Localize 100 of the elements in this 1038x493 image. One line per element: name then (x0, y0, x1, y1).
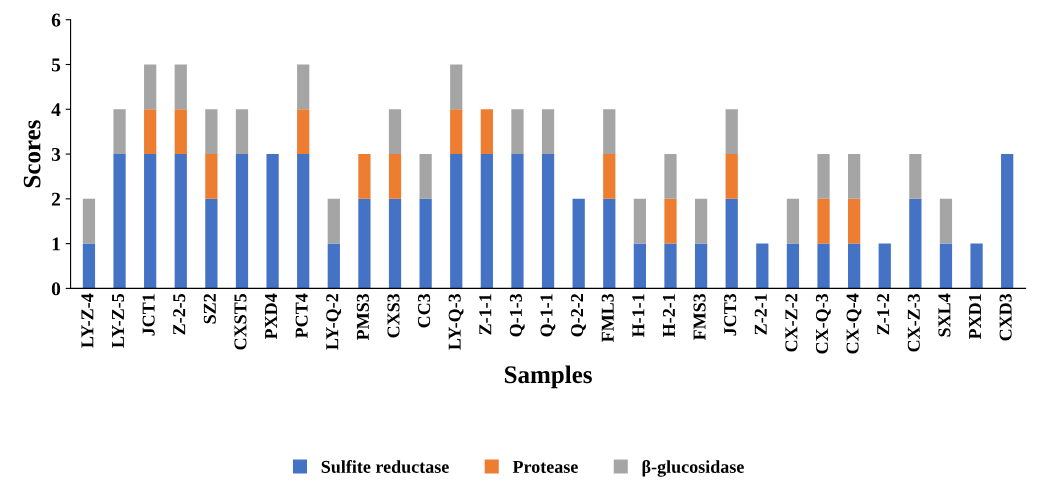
x-tick-label: CC3 (418, 293, 431, 328)
x-axis-title: Samples (504, 365, 592, 389)
x-tick-label: CX-Z-3 (907, 293, 920, 352)
bar (725, 154, 738, 199)
bar (694, 198, 708, 244)
bar (725, 109, 738, 155)
bar (113, 109, 126, 155)
x-tick-label: PXD4 (265, 293, 277, 340)
bar (388, 198, 402, 289)
x-tick-label: Z-1-1 (479, 294, 492, 335)
bar (205, 198, 218, 289)
x-tick-label: CX-Q-4 (846, 293, 862, 354)
x-tick-label: H-1-1 (632, 294, 645, 338)
x-tick-label: PXD1 (968, 294, 981, 340)
bar (266, 154, 279, 289)
bar (817, 198, 830, 244)
bar (113, 154, 126, 289)
y-tick-label: 2 (51, 192, 61, 206)
x-tick-label: LY-Q-3 (448, 293, 464, 350)
bar (848, 243, 861, 289)
x-tick-label: JCT1 (142, 294, 155, 336)
x-tick-label: PMS3 (356, 293, 369, 341)
bar (541, 154, 555, 289)
bar (1001, 154, 1014, 289)
legend-label: β-glucosidase (642, 460, 744, 477)
x-tick-label: FMS3 (693, 293, 706, 341)
x-tick-label: H-2-1 (662, 294, 675, 338)
bar (388, 154, 402, 199)
x-tick-label: LY-Z-4 (81, 293, 94, 348)
x-tick-label: Z-1-2 (877, 294, 890, 335)
bar (358, 198, 371, 289)
x-tick-label: JCT3 (724, 293, 737, 336)
x-tick-label: LY-Z-5 (112, 293, 125, 348)
x-tick-label: Z-2-5 (173, 293, 186, 335)
legend-label: Protease (512, 460, 578, 473)
bar (205, 154, 218, 199)
bar (450, 109, 463, 155)
bar (694, 243, 708, 289)
x-tick-label: Q-1-3 (509, 293, 525, 337)
bar (817, 243, 830, 289)
y-tick-label: 5 (51, 58, 61, 72)
bar (541, 109, 555, 155)
x-tick-label: CX-Q-3 (815, 293, 831, 354)
bar (511, 154, 524, 289)
bar (174, 64, 187, 110)
y-tick-label: 0 (51, 282, 61, 296)
bar (603, 154, 616, 199)
bar (603, 198, 616, 289)
bar (327, 198, 340, 244)
x-tick-label: CX-Z-2 (785, 294, 798, 352)
y-tick-label: 6 (51, 13, 61, 27)
bar (419, 198, 432, 289)
bar (633, 198, 647, 244)
bar (297, 64, 310, 110)
bar (725, 198, 738, 289)
bar (848, 198, 861, 244)
bar (848, 154, 861, 199)
x-tick-label: Q-2-2 (571, 294, 586, 337)
bar (144, 109, 157, 155)
y-axis-title: Scores (23, 120, 41, 188)
bar (297, 109, 310, 155)
bar (450, 64, 463, 110)
bar (633, 243, 647, 289)
bar (144, 64, 157, 110)
bar (174, 109, 187, 155)
x-tick-label: SXL4 (938, 293, 951, 337)
x-tick-label: Q-1-1 (540, 294, 556, 337)
bar (603, 109, 616, 155)
bar (480, 154, 493, 289)
y-tick-label: 3 (51, 147, 61, 161)
x-tick-label: CXST5 (234, 293, 247, 350)
bar (786, 243, 800, 289)
legend-label: Sulfite reductase (321, 460, 449, 473)
bar (235, 154, 249, 289)
bar (358, 154, 371, 199)
bar (480, 109, 493, 155)
bar (297, 154, 310, 289)
y-tick-label: 1 (52, 237, 60, 251)
bar (419, 154, 432, 199)
bar (144, 154, 157, 289)
bar (572, 198, 585, 289)
x-tick-label: FML3 (601, 293, 614, 343)
x-tick-label: CXD3 (999, 293, 1012, 341)
bar (664, 154, 677, 199)
bar (878, 243, 891, 289)
bar (664, 243, 677, 289)
bar (909, 198, 922, 289)
x-tick-label: Z-2-1 (754, 294, 767, 335)
bar (664, 198, 677, 244)
bar (909, 154, 922, 199)
bar (817, 154, 830, 199)
bar (450, 154, 463, 289)
x-tick-label: PCT4 (295, 293, 308, 339)
bar (939, 198, 953, 244)
bar (511, 109, 524, 155)
bar (970, 243, 983, 289)
bar (786, 198, 800, 244)
bar (82, 243, 96, 289)
bar (388, 109, 402, 155)
bar (174, 154, 187, 289)
